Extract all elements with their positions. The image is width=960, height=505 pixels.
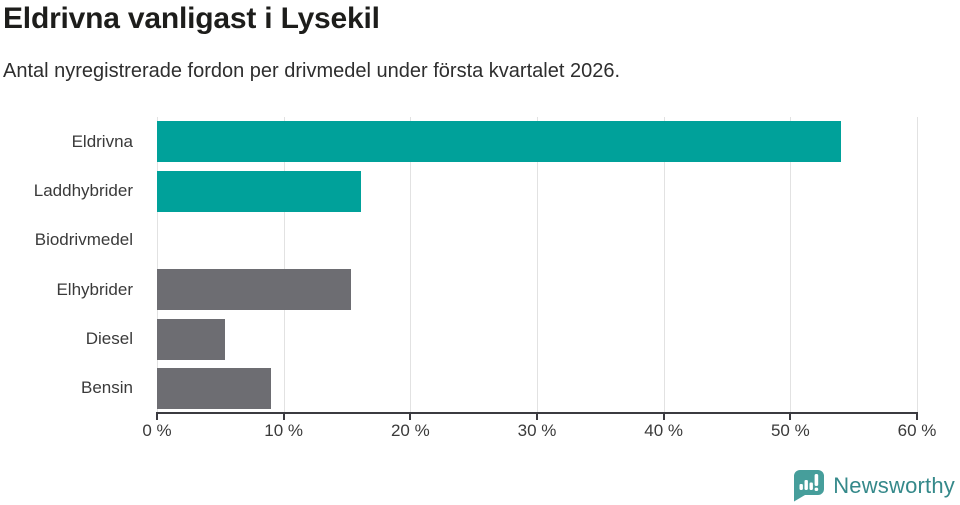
x-tick-label: 40 % [644,421,684,440]
bar-bensin [157,367,271,409]
gridline [157,117,158,413]
category-label: Diesel [85,328,133,348]
x-axis-tick [282,414,285,420]
bar-elhybrider [157,269,351,311]
category-label: Laddhybrider [33,180,133,200]
newsworthy-logo-icon [794,470,825,502]
plot-area [156,117,918,420]
chart-subtitle: Antal nyregistrerade fordon per drivmede… [3,60,621,82]
gridline [663,117,665,413]
category-label: Eldrivna [71,131,133,151]
gridline [283,117,285,413]
x-axis-line [156,412,918,414]
bar-laddhybrider [157,170,361,212]
x-axis-tick [789,414,792,420]
newsworthy-brand-name: Newsworthy [833,472,955,498]
category-label: Biodrivmedel [34,230,133,250]
x-axis-tick [536,414,538,420]
x-tick-label: 30 % [517,421,557,440]
gridline [410,117,412,413]
bar-eldrivna [157,121,841,163]
x-axis-tick [409,414,412,420]
x-tick-label: 60 % [897,421,937,440]
category-label: Bensin [81,378,133,398]
x-tick-label: 10 % [264,421,304,440]
x-tick-label: 20 % [390,421,430,440]
gridline [917,117,918,413]
gridline [537,117,538,413]
x-axis-tick [662,414,665,420]
x-tick-label: 50 % [770,421,810,440]
x-axis-tick [916,414,918,420]
category-label-column: Eldrivna Laddhybrider Biodrivmedel Elhybrid… [0,117,145,413]
gridline [790,117,792,413]
x-tick-label: 0 % [142,421,172,440]
chart-title: Eldrivna vanligast i Lysekil [3,2,380,35]
bar-diesel [157,318,226,360]
x-axis-tick [156,414,158,420]
newsworthy-logo: Newsworthy [792,469,955,502]
category-label: Elhybrider [56,279,133,299]
